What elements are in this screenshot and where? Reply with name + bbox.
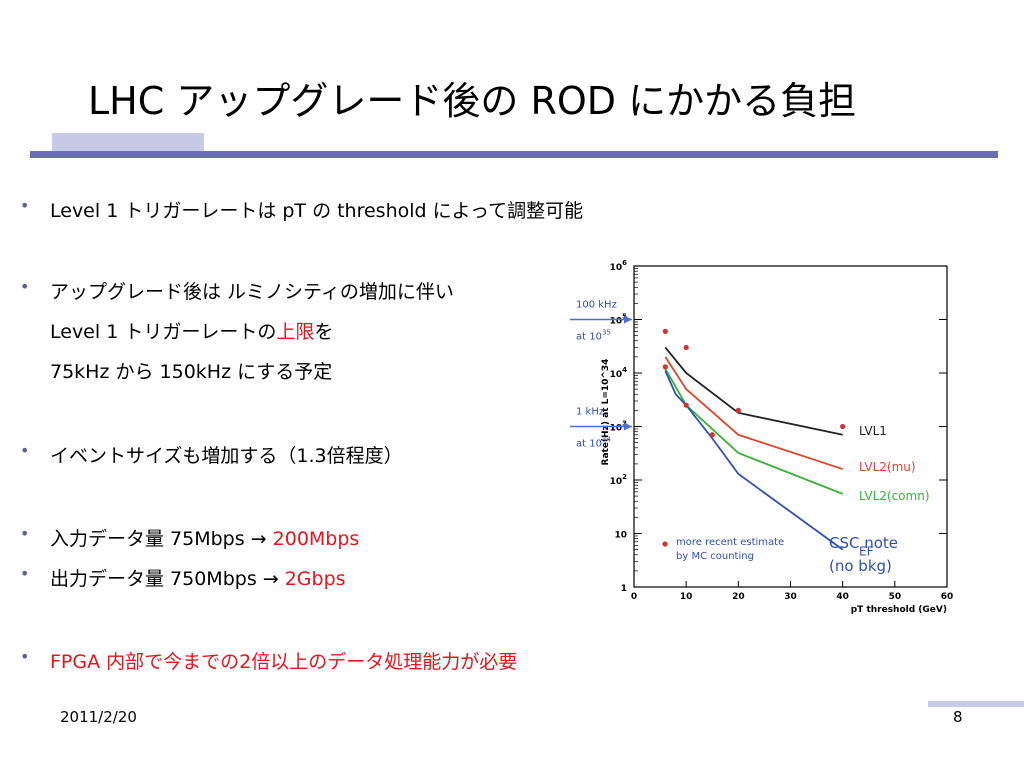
data-point: [683, 402, 689, 408]
emphasis-text: 上限: [276, 321, 315, 343]
x-tick-label: 60: [941, 592, 954, 602]
x-axis-label: pT threshold (GeV): [851, 605, 947, 615]
series-label: LVL2(mu): [859, 460, 916, 474]
bullet-text: アップグレード後は ルミノシティの増加に伴い: [50, 281, 454, 303]
legend-point-line2: by MC counting: [676, 551, 754, 562]
note-line2: (no bkg): [829, 557, 892, 575]
bullet-marker: •: [20, 196, 30, 215]
title-accent-bar: [52, 133, 204, 151]
legend-point-line1: more recent estimate: [676, 537, 784, 548]
x-tick-label: 40: [836, 592, 849, 602]
bullet-marker: •: [20, 277, 30, 296]
y-tick-label: 10: [614, 531, 627, 541]
page-title: LHC アップグレード後の ROD にかかる負担: [88, 79, 857, 123]
bullet-text: 75kHz から 150kHz にする予定: [50, 361, 333, 383]
y-axis-label: Rate(Hz) at L=10^34: [601, 359, 611, 466]
series-line: [664, 368, 843, 495]
annotation-arrowhead: [624, 315, 632, 324]
series-label: LVL2(comn): [859, 489, 930, 503]
data-point: [735, 407, 741, 413]
bullet-text: 入力データ量 75Mbps →: [50, 528, 273, 550]
annotation-label-1: 100 kHz: [576, 300, 617, 311]
x-tick-label: 50: [889, 592, 902, 602]
note-line1: CSC note: [829, 534, 898, 552]
data-point: [840, 423, 846, 430]
data-point: [662, 364, 668, 370]
footer-accent-bar: [928, 701, 1024, 707]
series-label: LVL1: [859, 424, 887, 438]
x-tick-label: 10: [680, 592, 693, 602]
series-line: [664, 370, 844, 551]
series-label: EF: [859, 545, 874, 559]
x-tick-label: 0: [631, 592, 637, 602]
x-tick-label: 30: [784, 592, 797, 602]
bullet-marker: •: [20, 441, 30, 460]
bullet-marker: •: [20, 524, 30, 543]
bullet-text: FPGA 内部で今までの2倍以上のデータ処理能力が必要: [50, 651, 518, 673]
bullet-marker: •: [20, 647, 30, 666]
bullet-text: を: [314, 321, 334, 343]
slide-page-number: 8: [953, 708, 963, 726]
emphasis-text: 200Mbps: [272, 528, 360, 550]
data-point: [709, 432, 715, 438]
slide-date: 2011/2/20: [60, 708, 137, 726]
bullet-text: Level 1 トリガーレートの: [50, 321, 277, 343]
series-line: [664, 356, 843, 470]
y-tick-label: 1: [621, 584, 627, 594]
bullet-marker: •: [20, 564, 30, 583]
annotation-label-1: 1 kHz: [576, 407, 604, 418]
trigger-rate-chart: 0102030405060106105104103102101 LVL1LVL2…: [568, 258, 968, 620]
emphasis-text: 2Gbps: [284, 568, 346, 590]
data-point: [662, 328, 668, 334]
bullet-text: イベントサイズも増加する（1.3倍程度）: [50, 445, 403, 467]
x-tick-label: 20: [732, 592, 745, 602]
legend-point-marker: [662, 541, 668, 547]
annotation-arrowhead: [624, 422, 632, 431]
bullet-text: Level 1 トリガーレートは pT の threshold によって調整可能: [50, 200, 584, 222]
bullet-text: 出力データ量 750Mbps →: [50, 568, 285, 590]
data-point: [683, 344, 689, 351]
title-divider: [30, 151, 998, 158]
series-line: [664, 346, 843, 436]
